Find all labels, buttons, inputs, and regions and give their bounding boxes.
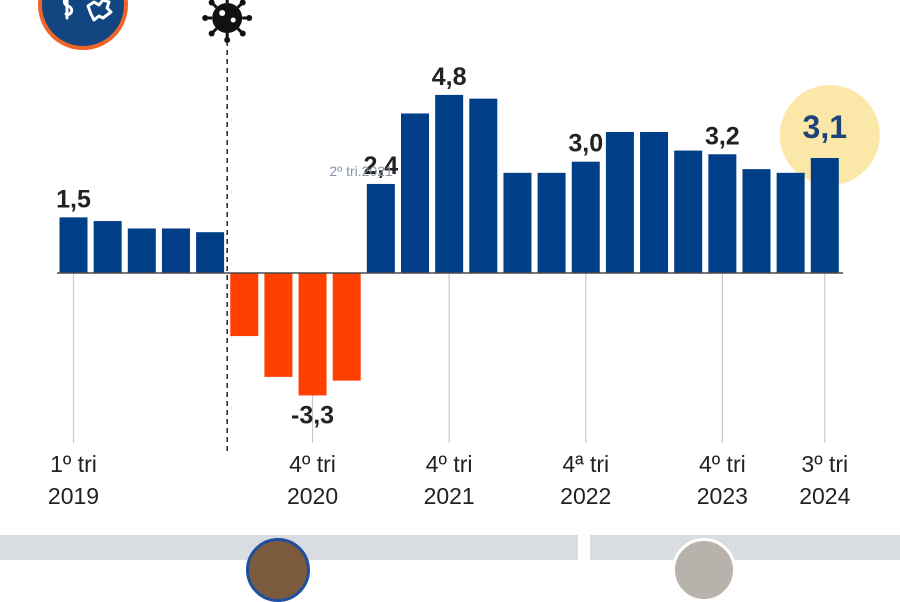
value-label-0: 1,5 xyxy=(56,185,91,213)
bar-2 xyxy=(93,221,122,273)
x-tick-year-1: 2020 xyxy=(287,483,338,509)
bar-16 xyxy=(571,161,600,273)
value-label-3: 4,8 xyxy=(432,63,467,91)
x-tick-label-1: 4º tri xyxy=(289,451,336,477)
bar-18 xyxy=(640,132,669,273)
bar-8 xyxy=(298,273,327,396)
bar-19 xyxy=(674,150,703,273)
bar-11 xyxy=(401,113,429,273)
bar-3 xyxy=(127,228,156,273)
logo-badge xyxy=(38,0,128,50)
bar-22 xyxy=(776,172,805,273)
bar-13 xyxy=(469,98,498,273)
x-tick-label-3: 4ª tri xyxy=(562,451,609,477)
bar-6 xyxy=(230,273,259,337)
chart: 1,5 -3,3 2,4 4,8 3,0 3,2 3,1 2º tri.2021 1º tr… xyxy=(38,0,880,509)
x-tick-year-0: 2019 xyxy=(48,483,99,509)
x-tick-label-2: 4º tri xyxy=(426,451,473,477)
bar-14 xyxy=(503,172,532,273)
bar-10 xyxy=(366,183,395,273)
virus-icon xyxy=(202,0,253,43)
logo-circle xyxy=(38,0,128,50)
x-tick-label-0: 1º tri xyxy=(50,451,97,477)
bar-21 xyxy=(742,169,771,273)
annotation-0: 2º tri.2021 xyxy=(329,163,393,179)
bar-23 xyxy=(810,157,839,273)
bar-15 xyxy=(537,172,566,273)
bar-17 xyxy=(605,132,634,273)
value-label-1: -3,3 xyxy=(291,401,334,429)
x-tick-label-4: 4º tri xyxy=(699,451,746,477)
bar-4 xyxy=(161,228,190,273)
bar-12 xyxy=(435,94,464,273)
bar-7 xyxy=(264,273,293,377)
money-map-icon xyxy=(62,0,113,22)
x-tick-year-5: 2024 xyxy=(799,483,850,509)
avatar-right xyxy=(672,538,736,602)
footer-strip-right xyxy=(590,535,900,560)
value-label-5: 3,2 xyxy=(705,122,740,150)
x-tick-year-2: 2021 xyxy=(424,483,475,509)
value-label-6: 3,1 xyxy=(803,109,847,145)
bar-5 xyxy=(196,232,225,273)
bar-9 xyxy=(332,273,361,381)
value-label-2: 2,4 xyxy=(363,152,398,180)
bar-20 xyxy=(708,154,737,273)
bar-1 xyxy=(59,217,88,273)
highlight-circle xyxy=(779,85,880,185)
x-tick-label-5: 3º tri xyxy=(801,451,848,477)
x-tick-year-4: 2023 xyxy=(697,483,748,509)
x-tick-year-3: 2022 xyxy=(560,483,611,509)
avatar-left xyxy=(246,538,310,602)
value-label-4: 3,0 xyxy=(568,130,603,158)
